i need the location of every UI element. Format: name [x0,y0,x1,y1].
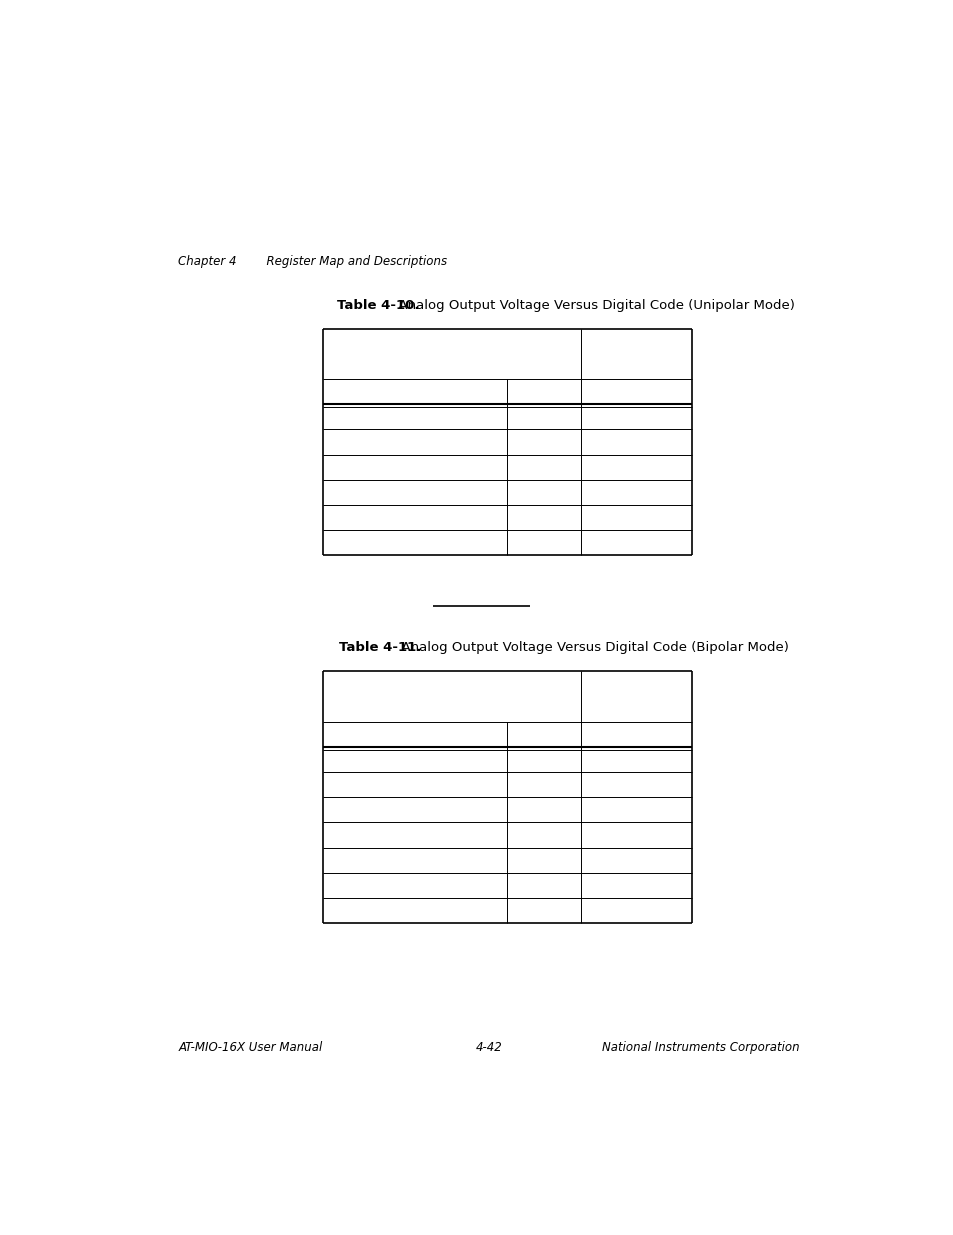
Text: Chapter 4        Register Map and Descriptions: Chapter 4 Register Map and Descriptions [178,254,447,268]
Text: Analog Output Voltage Versus Digital Code (Unipolar Mode): Analog Output Voltage Versus Digital Cod… [390,299,794,311]
Text: Table 4-11.: Table 4-11. [338,641,421,655]
Text: 4-42: 4-42 [475,1041,502,1053]
Text: Analog Output Voltage Versus Digital Code (Bipolar Mode): Analog Output Voltage Versus Digital Cod… [393,641,788,655]
Text: National Instruments Corporation: National Instruments Corporation [601,1041,799,1053]
Text: AT-MIO-16X User Manual: AT-MIO-16X User Manual [178,1041,322,1053]
Text: Table 4-10.: Table 4-10. [336,299,418,311]
